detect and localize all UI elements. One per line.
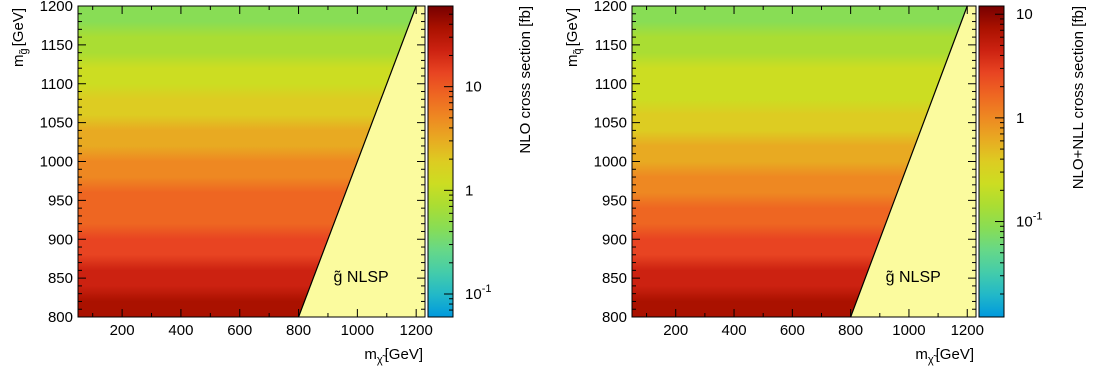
colorbar: 10-1 1 10 NLO+NLL cross section [fb] xyxy=(978,5,1087,318)
y-tick-label: 1100 xyxy=(595,76,627,93)
y-tick-label: 800 xyxy=(602,309,627,326)
x-tick-label: 200 xyxy=(110,322,135,339)
y-tick-label: 850 xyxy=(48,270,73,287)
y-tick-label: 1000 xyxy=(594,154,627,171)
x-tick-label: 800 xyxy=(838,322,863,339)
y-tick-label: 950 xyxy=(602,192,627,209)
x-axis-label: mχ̃ [GeV] xyxy=(915,346,974,366)
chart-panel-1: g̃ NLSP 200 400 600 800 1000 1200 800 850 900 950 1… xyxy=(10,0,534,366)
boundary-line xyxy=(850,5,968,318)
y-tick-label: 1150 xyxy=(41,37,73,54)
y-tick-label: 900 xyxy=(602,231,627,248)
region-label: g̃ NLSP xyxy=(334,269,389,286)
colorbar-tick-label: 10-1 xyxy=(465,283,491,303)
colorbar-scale xyxy=(978,5,1005,318)
y-tick-label: 800 xyxy=(48,309,73,326)
x-tick-label: 600 xyxy=(227,322,252,339)
x-axis-label: mχ̃ [GeV] xyxy=(364,346,423,366)
excluded-region xyxy=(850,6,976,317)
y-tick-label: 1000 xyxy=(40,154,73,171)
x-tick-label: 600 xyxy=(780,322,805,339)
y-axis-label: mq̃[GeV] xyxy=(564,8,584,67)
colorbar-tick-label: 1 xyxy=(465,182,473,199)
y-tick-label: 950 xyxy=(48,192,73,209)
colorbar-tick-label: 10-1 xyxy=(1016,211,1042,231)
x-tick-label: 200 xyxy=(663,322,688,339)
x-tick-label: 1200 xyxy=(399,322,432,339)
x-tick-label: 400 xyxy=(722,322,747,339)
x-tick-label: 1000 xyxy=(341,322,374,339)
colorbar-tick-label: 10 xyxy=(465,79,482,96)
y-axis-label: mg̃[GeV] xyxy=(10,8,30,67)
excluded-region xyxy=(298,6,425,317)
x-tick-label: 400 xyxy=(168,322,193,339)
y-tick-label: 1200 xyxy=(594,0,627,15)
y-tick-label: 1200 xyxy=(40,0,73,15)
x-tick-label: 1000 xyxy=(892,322,925,339)
y-tick-label: 850 xyxy=(602,270,627,287)
colorbar-scale xyxy=(427,5,454,318)
colorbar: 10-1 1 10 NLO cross section [fb] xyxy=(427,5,534,318)
y-tick-label: 1100 xyxy=(41,76,73,93)
boundary-line xyxy=(297,5,417,318)
x-tick-label: 800 xyxy=(286,322,311,339)
x-tick-label: 1200 xyxy=(951,322,984,339)
y-tick-label: 1050 xyxy=(40,115,73,132)
region-label: g̃ NLSP xyxy=(886,269,941,286)
y-tick-label: 1050 xyxy=(594,115,627,132)
colorbar-tick-label: 10 xyxy=(1016,6,1033,23)
colorbar-tick-label: 1 xyxy=(1016,110,1024,127)
y-tick-label: 1150 xyxy=(595,37,627,54)
colorbar-label: NLO cross section [fb] xyxy=(517,6,534,154)
chart-panel-2: g̃ NLSP 200 400 600 800 1000 1200 800 850 900 950 1… xyxy=(564,0,1087,366)
y-tick-label: 900 xyxy=(48,231,73,248)
colorbar-label: NLO+NLL cross section [fb] xyxy=(1070,6,1087,189)
